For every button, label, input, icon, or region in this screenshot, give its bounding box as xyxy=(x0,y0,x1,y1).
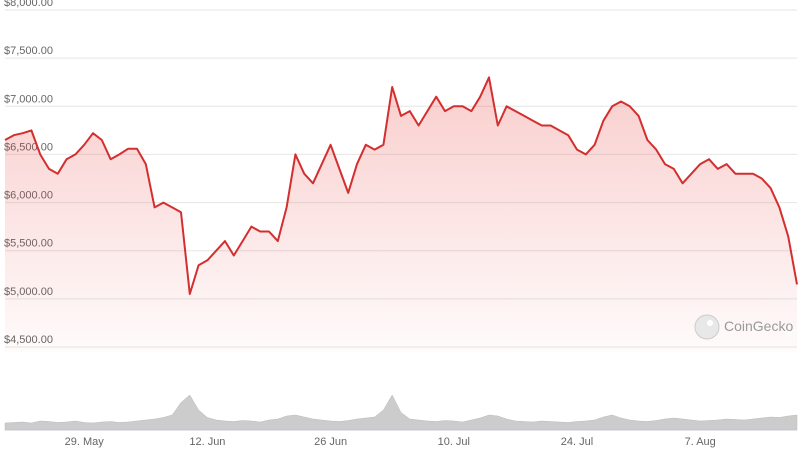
watermark-icon-eye xyxy=(707,320,713,326)
x-tick-label: 24. Jul xyxy=(561,436,593,448)
x-tick-label: 12. Jun xyxy=(189,436,225,448)
watermark-icon xyxy=(694,314,720,340)
watermark: CoinGecko xyxy=(694,314,793,340)
y-tick-label: $7,500.00 xyxy=(4,45,53,57)
volume-area xyxy=(4,394,798,431)
x-tick-label: 10. Jul xyxy=(438,436,470,448)
price-line xyxy=(4,76,798,295)
x-tick-label: 7. Aug xyxy=(685,436,716,448)
y-tick-label: $7,000.00 xyxy=(4,93,53,105)
y-tick-label: $8,000.00 xyxy=(4,0,53,9)
x-tick-label: 26 Jun xyxy=(314,436,347,448)
price-area xyxy=(5,77,797,353)
watermark-text: CoinGecko xyxy=(724,318,793,334)
x-tick-label: 29. May xyxy=(65,436,105,448)
